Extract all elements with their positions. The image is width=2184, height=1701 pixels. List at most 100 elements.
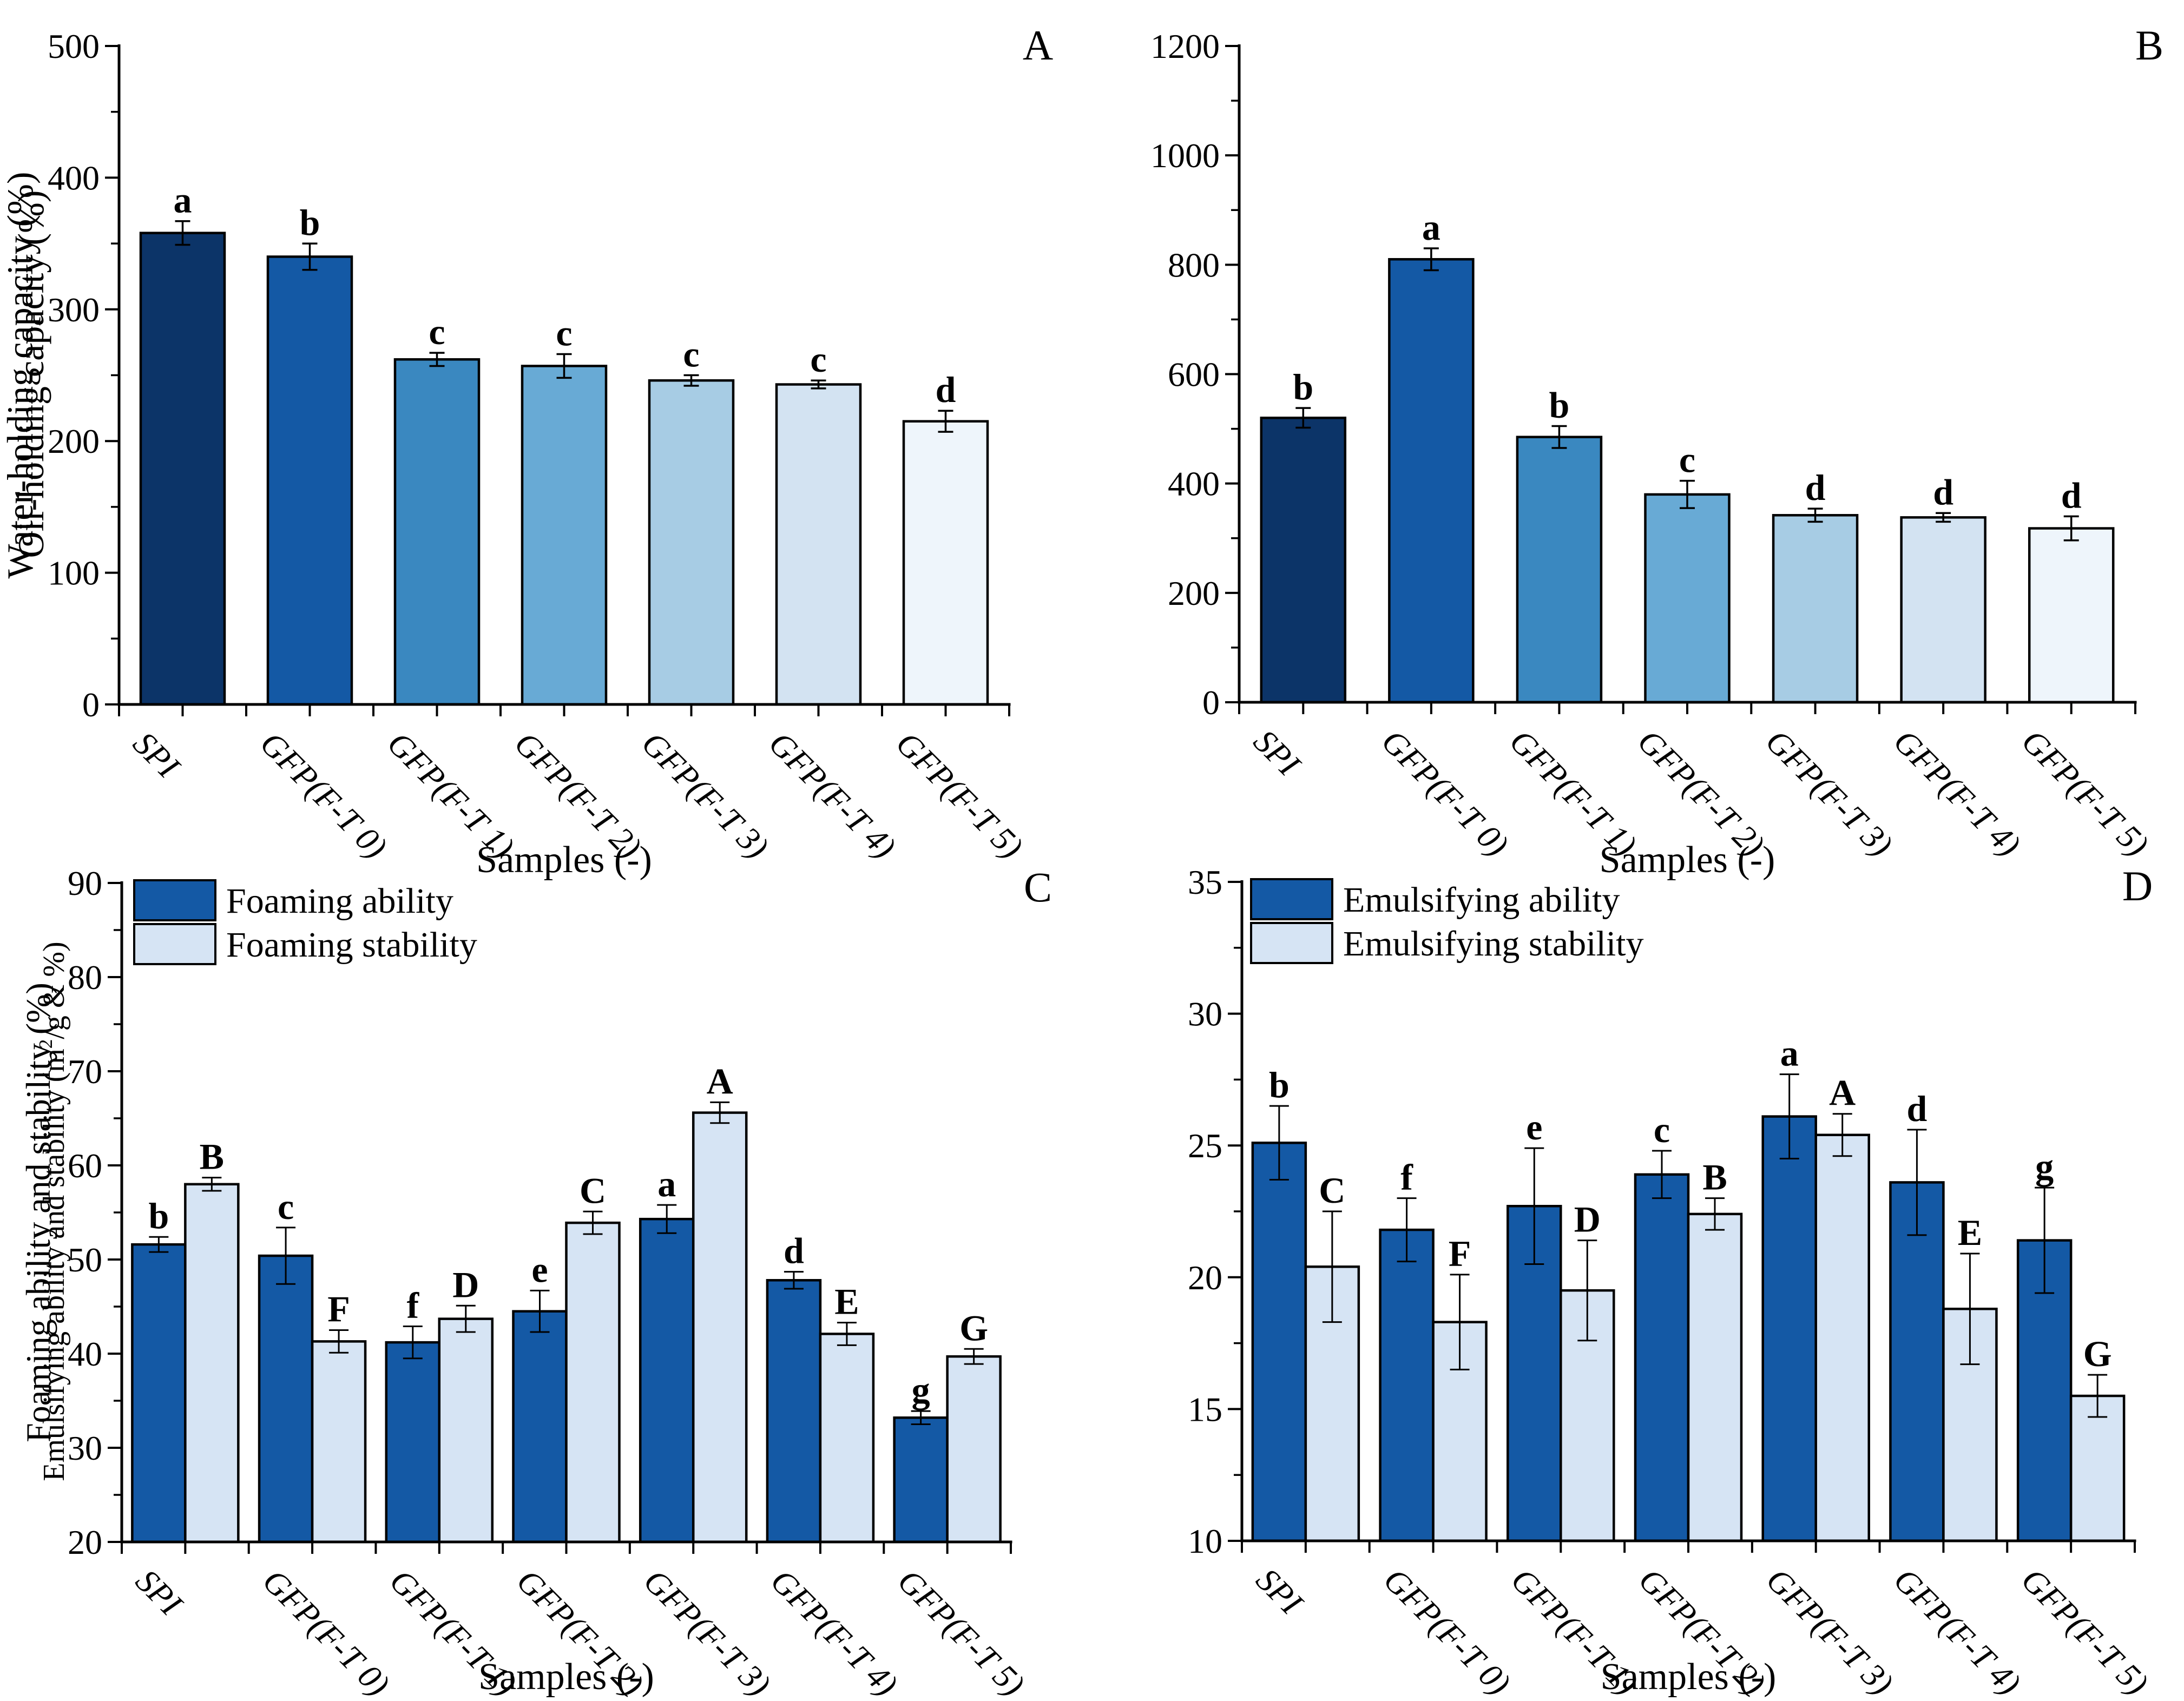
sig-letter: d [1933, 471, 1953, 512]
sig-letter: e [531, 1249, 548, 1290]
sig-letter: A [707, 1060, 733, 1102]
x-tick-label: GFP(F-T 3) [636, 1562, 777, 1701]
y-tick-label: 40 [68, 1335, 102, 1373]
error-bar [1779, 1073, 1799, 1160]
error-bar [403, 1326, 423, 1360]
error-bar [1680, 479, 1695, 509]
sig-letter: c [556, 313, 572, 354]
bar-GFP(F-T 3)-Foaming ability [639, 1217, 695, 1544]
sig-letter: a [657, 1163, 676, 1204]
sig-letter: C [1319, 1170, 1345, 1211]
x-tick-label: GFP(F-T 4) [1887, 1561, 2028, 1701]
error-bar [1551, 425, 1567, 449]
error-bar [938, 410, 953, 433]
legend-label: Emulsifying stability [1343, 924, 1644, 964]
sig-letter: b [1293, 366, 1313, 407]
error-bar [1577, 1240, 1597, 1342]
y-tick-label: 600 [1168, 355, 1220, 394]
bar-GFP(F-T 5)-Foaming ability [893, 1416, 949, 1544]
sig-letter: a [1780, 1033, 1799, 1074]
error-bar [2063, 515, 2079, 542]
y-tick-label: 200 [1168, 574, 1220, 612]
bar-GFP(F-T 1)-Oil-holding capacity [1516, 436, 1603, 704]
bar-GFP(F-T 2)-Emulsifying stability [1687, 1212, 1743, 1542]
y-tick-label: 400 [1168, 465, 1220, 503]
bar-GFP(F-T 1)-Water-holding capacity [393, 358, 481, 706]
sig-letter: b [1549, 385, 1570, 426]
sig-letter: C [580, 1170, 606, 1211]
x-tick-label: GFP(F-T 5) [2015, 723, 2155, 863]
error-bar [784, 1271, 804, 1290]
sig-letter: a [1422, 207, 1440, 248]
error-bar [1705, 1197, 1725, 1231]
y-tick-label: 300 [48, 291, 100, 329]
bar-GFP(F-T 0)-Oil-holding capacity [1388, 258, 1475, 704]
error-bar [175, 220, 190, 246]
sig-letter: c [1654, 1109, 1670, 1150]
sig-letter: E [1958, 1212, 1982, 1253]
sig-letter: e [1526, 1106, 1542, 1148]
error-bar [202, 1177, 222, 1192]
x-axis-title: Samples (-) [1600, 839, 1775, 881]
x-tick-label: GFP(F-T 3) [1759, 1561, 1900, 1701]
y-tick-label: 35 [1188, 863, 1222, 901]
sig-letter: d [1805, 467, 1826, 508]
y-tick-label: 400 [48, 159, 100, 197]
bar-SPI-Oil-holding capacity [1260, 417, 1347, 704]
x-axis-title: Samples (-) [478, 1656, 654, 1698]
bar-GFP(F-T 3)-Foaming stability [692, 1111, 748, 1544]
error-bar [1450, 1274, 1470, 1370]
legend-swatch-light [133, 923, 216, 965]
x-tick-label: GFP(F-T 4) [762, 725, 903, 866]
error-bar [964, 1348, 984, 1365]
sig-letter: g [2035, 1146, 2054, 1187]
y-tick-label: 20 [1188, 1258, 1222, 1297]
sig-letter: c [278, 1186, 294, 1227]
sig-letter: F [1449, 1233, 1471, 1274]
error-bar [683, 374, 699, 387]
y-tick-label: 800 [1168, 246, 1220, 284]
error-bar [837, 1322, 857, 1346]
y-tick-label: 0 [1202, 683, 1220, 722]
bar-GFP(F-T 4)-Water-holding capacity [775, 383, 862, 706]
bar-GFP(F-T 3)-Emulsifying ability [1761, 1115, 1817, 1542]
sig-letter: G [2083, 1333, 2112, 1374]
bar-GFP(F-T 1)-Foaming ability [385, 1341, 441, 1544]
bar-SPI-Foaming stability [184, 1183, 240, 1544]
error-bar [1652, 1150, 1672, 1199]
y-tick-label: 1000 [1150, 136, 1220, 175]
x-tick-label: GFP(F-T 0) [1377, 1561, 1517, 1701]
panel-label-A: A [1023, 22, 1053, 69]
error-bar [329, 1329, 349, 1354]
panel-C: b c f e a d g B F D C A E G 20 30 40 50 60 70 80 90 SPI GFP(F-T… [19, 863, 1052, 1701]
error-bar [710, 1101, 730, 1124]
x-tick-label: GFP(F-T 4) [1886, 723, 2027, 863]
y-tick-label: 50 [68, 1241, 102, 1279]
sig-letter: G [959, 1307, 988, 1348]
y-tick-label: 90 [68, 864, 102, 902]
y-tick-label: 30 [68, 1429, 102, 1467]
error-bar [1397, 1197, 1417, 1263]
panel-label-D: D [2122, 862, 2153, 909]
bar-GFP(F-T 4)-Foaming ability [766, 1279, 822, 1544]
error-bar [149, 1236, 169, 1253]
bar-GFP(F-T 3)-Oil-holding capacity [1772, 514, 1859, 704]
x-tick-label: GFP(F-T 0) [253, 725, 394, 866]
sig-letter: A [1829, 1072, 1856, 1113]
bar-GFP(F-T 5)-Oil-holding capacity [2028, 527, 2115, 704]
error-bar [2088, 1374, 2108, 1418]
bar-GFP(F-T 4)-Emulsifying ability [1889, 1181, 1945, 1542]
sig-letter: g [912, 1369, 930, 1410]
sig-letter: B [1702, 1157, 1727, 1198]
legend-swatch-dark [1250, 878, 1333, 920]
error-bar [911, 1410, 931, 1425]
legend-swatch-light [1250, 922, 1333, 964]
x-axis-title: Samples (-) [476, 839, 652, 881]
y-tick-label: 1200 [1150, 27, 1220, 65]
sig-letter: b [1269, 1064, 1290, 1105]
y-tick-label: 30 [1188, 995, 1222, 1033]
bar-GFP(F-T 3)-Water-holding capacity [648, 379, 735, 706]
y-tick-label: 200 [48, 422, 100, 460]
y-tick-label: 0 [82, 685, 100, 724]
